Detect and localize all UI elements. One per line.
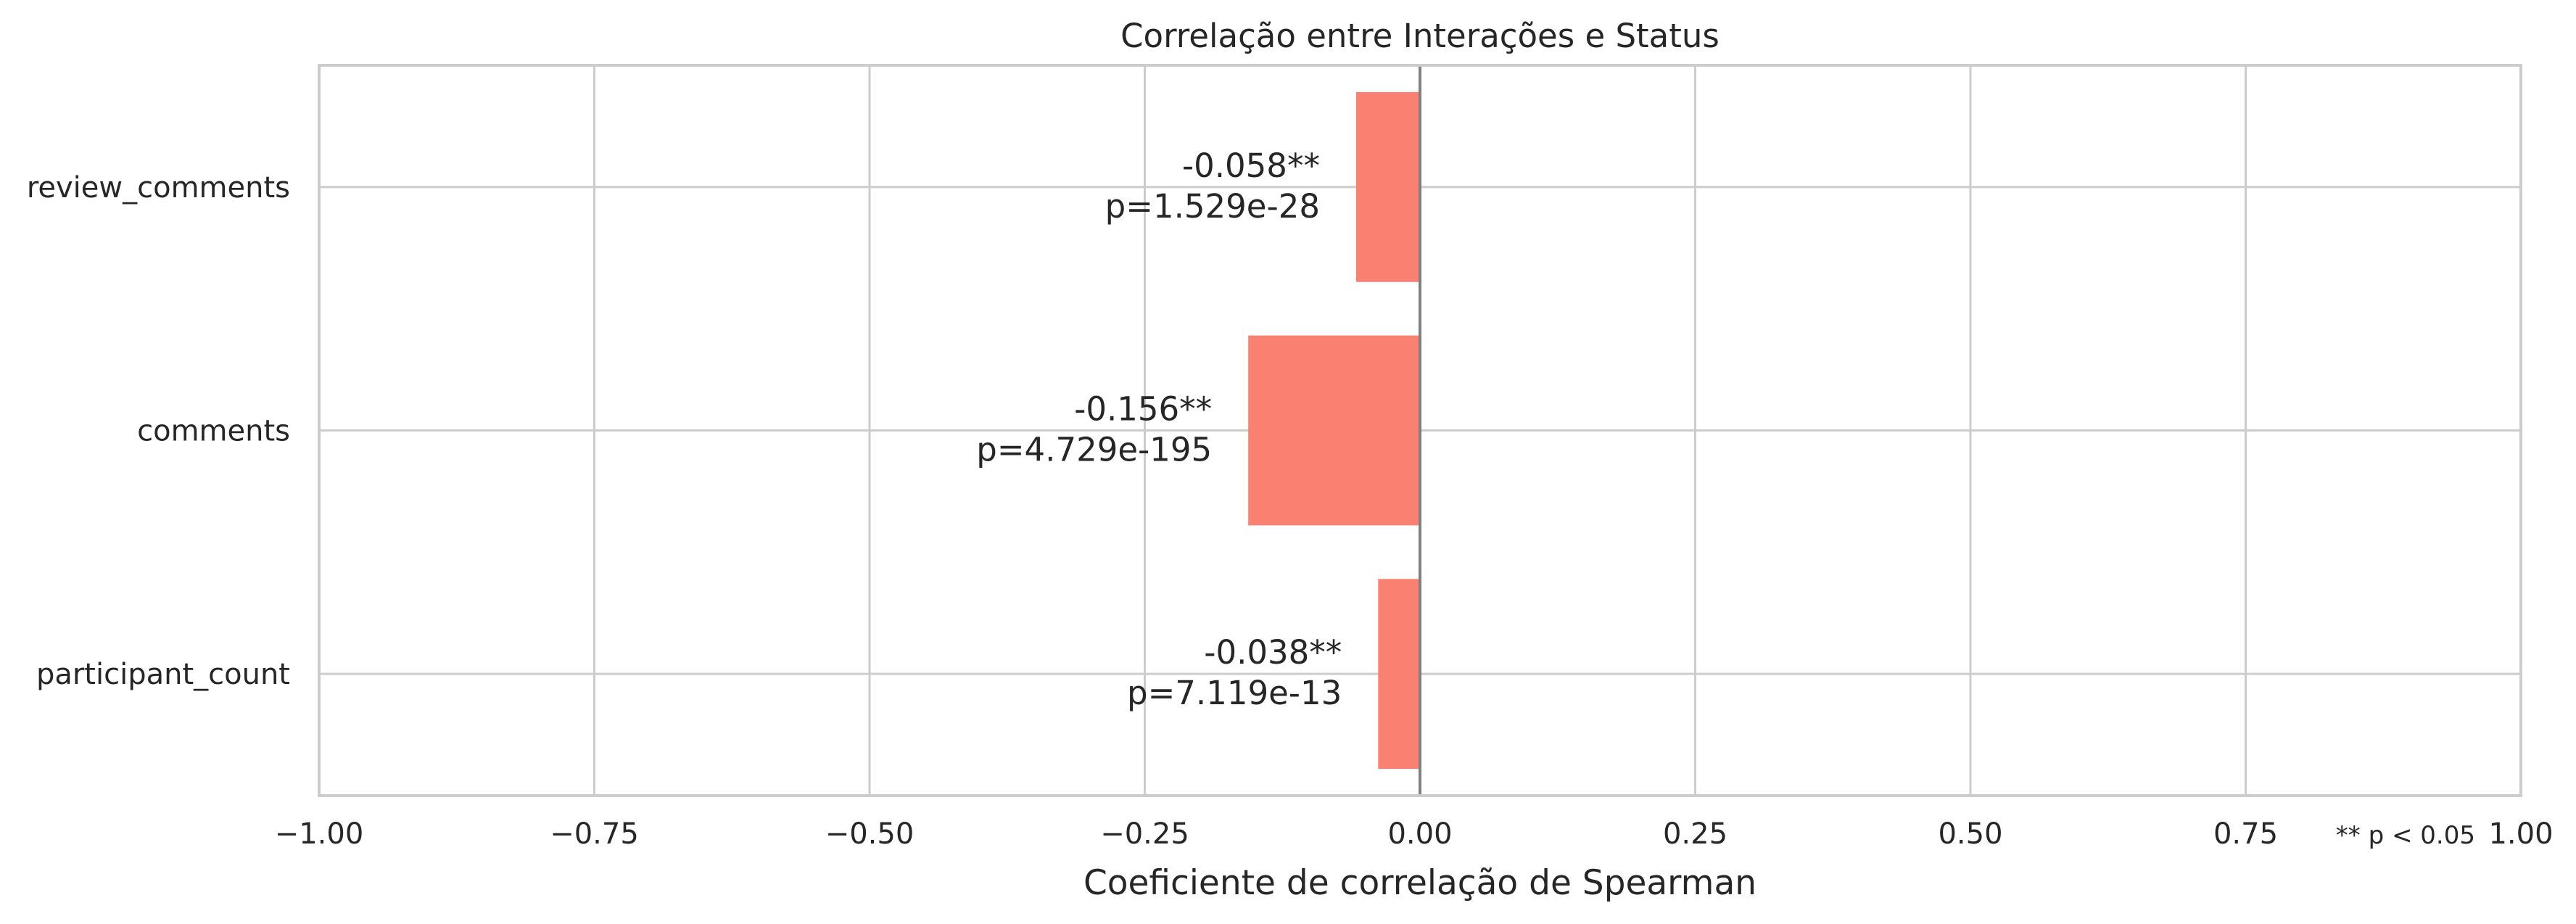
bar-value-label: -0.058** xyxy=(1182,147,1320,185)
x-tick-label: 0.50 xyxy=(1938,817,2002,851)
bar-value-label: -0.038** xyxy=(1204,633,1342,672)
bars xyxy=(1248,91,1420,770)
x-tick-label: −0.75 xyxy=(550,817,639,851)
x-tick-label: −1.00 xyxy=(275,817,364,851)
x-axis-label: Coeficiente de correlação de Spearman xyxy=(1083,863,1756,903)
significance-footnote: ** p < 0.05 xyxy=(2336,821,2475,850)
y-category-label: participant_count xyxy=(36,658,290,691)
x-tick-label: 0.25 xyxy=(1663,817,1727,851)
bar-p-value-label: p=1.529e-28 xyxy=(1105,187,1320,226)
chart-title: Correlação entre Interações e Status xyxy=(1120,17,1720,55)
bar-comments xyxy=(1248,335,1420,526)
y-category-label: review_comments xyxy=(27,171,290,205)
bar-annotations: -0.058**p=1.529e-28 -0.156**p=4.729e-195 -… xyxy=(976,147,1342,712)
x-tick-label: 1.00 xyxy=(2488,817,2553,851)
bar-p-value-label: p=7.119e-13 xyxy=(1127,674,1342,712)
y-category-label: comments xyxy=(137,415,290,448)
bar-review_comments xyxy=(1355,91,1420,282)
plot-area-border xyxy=(318,64,2522,797)
x-tick-labels: −1.00 −0.75 −0.50 −0.25 0.00 0.25 0.50 0.75 1.00 xyxy=(275,817,2554,851)
y-category-labels: review_comments comments participant_count xyxy=(27,171,290,691)
bar-value-label: -0.156** xyxy=(1074,390,1212,429)
x-tick-label: −0.25 xyxy=(1100,817,1189,851)
bar-participant_count xyxy=(1378,579,1420,770)
x-tick-label: 0.00 xyxy=(1387,817,1452,851)
x-tick-label: 0.75 xyxy=(2213,817,2278,851)
bar-p-value-label: p=4.729e-195 xyxy=(976,431,1212,469)
x-tick-label: −0.50 xyxy=(825,817,915,851)
plot-frame xyxy=(318,64,2522,797)
